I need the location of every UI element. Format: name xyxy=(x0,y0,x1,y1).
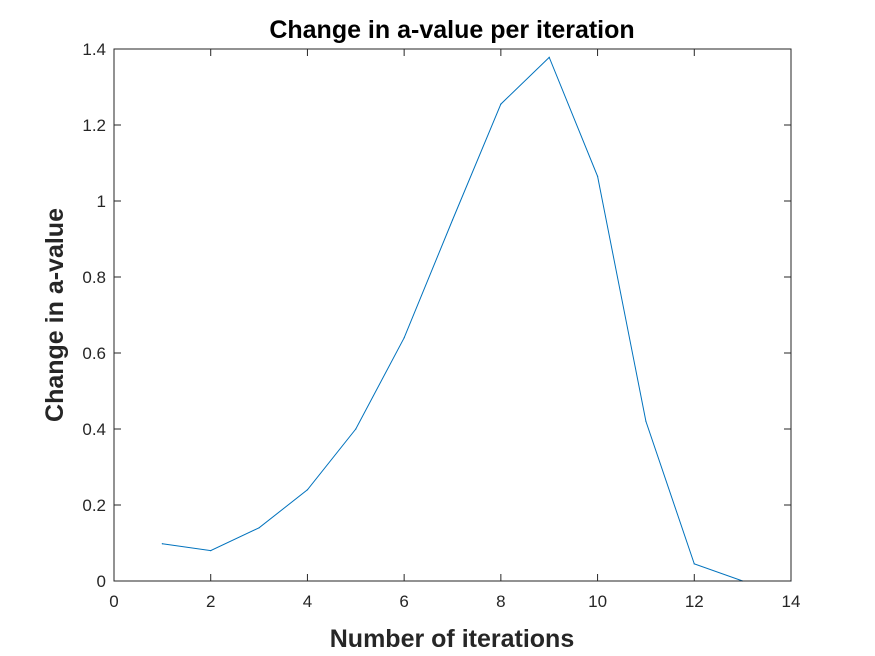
data-point xyxy=(596,175,599,177)
x-tick-label: 12 xyxy=(685,592,704,611)
y-tick-label: 1.4 xyxy=(82,40,106,59)
y-tick-label: 1.2 xyxy=(82,116,106,135)
y-tick-label: 0.8 xyxy=(82,268,106,287)
data-point xyxy=(210,550,212,552)
data-point xyxy=(161,543,163,545)
x-tick-label: 8 xyxy=(496,592,505,611)
data-point xyxy=(693,563,695,565)
data-point xyxy=(500,103,502,105)
y-tick-label: 0.4 xyxy=(82,420,106,439)
data-point xyxy=(355,428,357,430)
x-tick-label: 2 xyxy=(206,592,215,611)
x-tick-label: 4 xyxy=(303,592,312,611)
axes-box xyxy=(113,48,792,582)
data-point xyxy=(403,337,405,339)
data-point xyxy=(451,219,454,221)
chart-title: Change in a-value per iteration xyxy=(269,16,634,44)
data-point xyxy=(645,420,647,422)
y-axis-label: Change in a-value xyxy=(41,208,69,422)
x-tick-label: 14 xyxy=(782,592,801,611)
y-tick-label: 1 xyxy=(97,192,106,211)
x-tick-label: 0 xyxy=(109,592,118,611)
data-point xyxy=(548,56,550,58)
y-tick-label: 0.2 xyxy=(82,496,106,515)
x-axis-label: Number of iterations xyxy=(330,625,574,653)
y-tick-label: 0.6 xyxy=(82,344,106,363)
data-point xyxy=(306,489,309,491)
x-tick-label: 10 xyxy=(588,592,607,611)
x-tick-label: 6 xyxy=(399,592,408,611)
y-tick-label: 0 xyxy=(97,572,106,591)
plot-area xyxy=(114,49,791,581)
series-line xyxy=(162,56,791,582)
data-point xyxy=(258,527,260,529)
